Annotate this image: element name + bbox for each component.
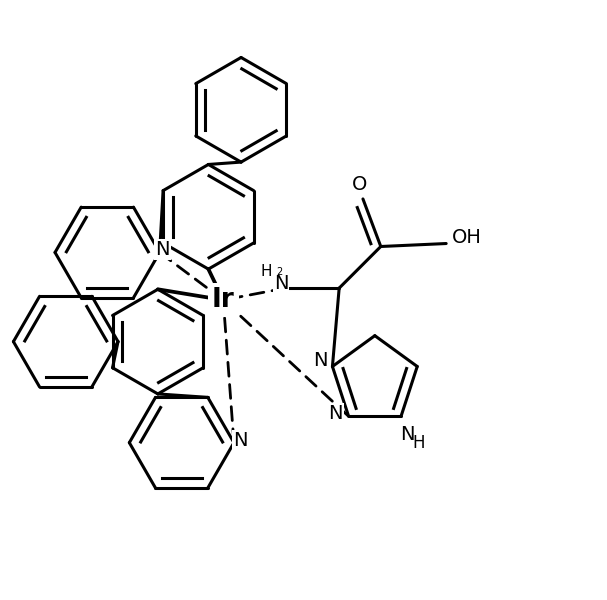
Text: $_2$: $_2$: [276, 265, 283, 278]
Text: OH: OH: [452, 228, 482, 247]
Text: N: N: [155, 240, 170, 259]
Text: O: O: [352, 175, 368, 194]
Text: H: H: [261, 264, 273, 279]
Text: N: N: [313, 351, 328, 370]
Text: Ir: Ir: [212, 287, 235, 313]
Text: N: N: [400, 425, 414, 443]
Text: H: H: [413, 434, 425, 452]
Text: N: N: [232, 431, 247, 451]
Text: N: N: [328, 404, 343, 423]
Text: N: N: [274, 274, 288, 293]
